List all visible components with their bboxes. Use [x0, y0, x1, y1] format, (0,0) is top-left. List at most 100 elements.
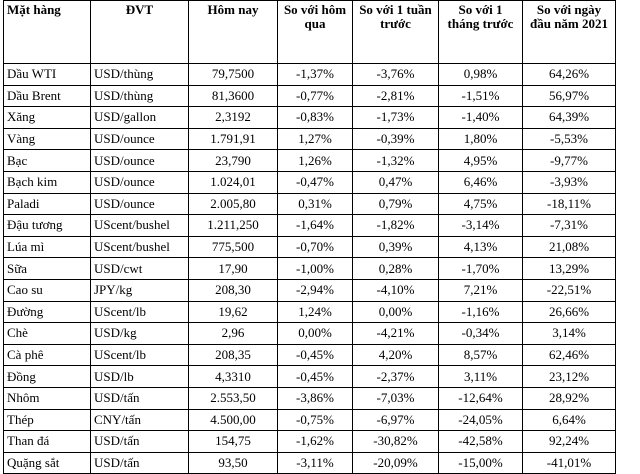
vs-yesterday-cell: 1,26%: [277, 149, 353, 172]
header-vs-1-month: So với 1 tháng trước: [438, 0, 523, 64]
vs-year-start-cell: 64,39%: [522, 106, 616, 129]
vs-year-start-cell: 62,46%: [522, 343, 616, 367]
vs-yesterday-cell: -0,75%: [277, 408, 353, 432]
vs-yesterday-cell: -1,62%: [277, 430, 353, 453]
unit-cell: USD/tấn: [90, 386, 189, 410]
today-price-cell: 1.791,91: [188, 127, 278, 151]
vs-week-cell: -20,09%: [352, 451, 439, 474]
commodity-name-cell: Sữa: [3, 257, 91, 280]
table-row: Chè USD/kg 2,96 0,00% -4,21% -0,34% 3,14%: [3, 322, 616, 345]
vs-week-cell: -3,76%: [352, 63, 439, 86]
commodity-price-table-container: Mặt hàng ĐVT Hôm nay So với hôm qua So v…: [3, 0, 616, 474]
commodity-name-cell: Chè: [3, 322, 91, 345]
vs-yesterday-cell: -0,45%: [277, 365, 353, 388]
vs-yesterday-cell: 0,00%: [277, 322, 353, 345]
vs-week-cell: 0,47%: [352, 170, 439, 194]
vs-year-start-cell: -9,77%: [522, 149, 616, 172]
header-vs-year-start: So với ngày đầu năm 2021: [522, 0, 616, 64]
table-row: Xăng USD/gallon 2,3192 -0,83% -1,73% -1,40% 64…: [3, 106, 616, 129]
vs-year-start-cell: -7,31%: [522, 214, 616, 237]
unit-cell: USD/gallon: [90, 106, 189, 129]
vs-month-cell: -42,58%: [438, 430, 523, 453]
unit-cell: USD/ounce: [90, 127, 189, 151]
today-price-cell: 1.024,01: [188, 170, 278, 194]
today-price-cell: 23,790: [188, 149, 278, 172]
today-price-cell: 4.500,00: [188, 408, 278, 432]
vs-year-start-cell: 64,26%: [522, 63, 616, 86]
today-price-cell: 2,96: [188, 322, 278, 345]
unit-cell: USD/lb: [90, 365, 189, 388]
table-row: Dầu WTI USD/thùng 79,7500 -1,37% -3,76% 0,98%…: [3, 63, 616, 86]
vs-week-cell: 0,28%: [352, 257, 439, 280]
table-row: Bạc USD/ounce 23,790 1,26% -1,32% 4,95% -9,77%: [3, 149, 616, 172]
commodity-name-cell: Lúa mì: [3, 235, 91, 259]
unit-cell: USD/tấn: [90, 430, 189, 453]
vs-week-cell: 0,00%: [352, 300, 439, 324]
vs-yesterday-cell: -0,45%: [277, 343, 353, 367]
vs-month-cell: 4,95%: [438, 149, 523, 172]
unit-cell: UScent/lb: [90, 300, 189, 324]
vs-month-cell: -12,64%: [438, 386, 523, 410]
vs-year-start-cell: 92,24%: [522, 430, 616, 453]
table-row: Đường UScent/lb 19,62 1,24% 0,00% -1,16% 26,66…: [3, 300, 616, 324]
table-row: Đồng USD/lb 4,3310 -0,45% -2,37% 3,11% 23,12%: [3, 365, 616, 388]
header-vs-yesterday: So với hôm qua: [277, 0, 353, 64]
table-row: Cà phê UScent/lb 208,35 -0,45% 4,20% 8,57% 62,…: [3, 343, 616, 367]
today-price-cell: 79,7500: [188, 63, 278, 86]
vs-week-cell: -0,39%: [352, 127, 439, 151]
vs-week-cell: -1,73%: [352, 106, 439, 129]
header-unit: ĐVT: [90, 0, 189, 64]
vs-year-start-cell: 26,66%: [522, 300, 616, 324]
commodity-name-cell: Quặng sắt: [3, 451, 91, 474]
commodity-name-cell: Than đá: [3, 430, 91, 453]
today-price-cell: 93,50: [188, 451, 278, 474]
vs-month-cell: 3,11%: [438, 365, 523, 388]
commodity-name-cell: Dầu WTI: [3, 63, 91, 86]
unit-cell: USD/thùng: [90, 84, 189, 108]
unit-cell: USD/ounce: [90, 170, 189, 194]
vs-month-cell: -0,34%: [438, 322, 523, 345]
vs-month-cell: -1,70%: [438, 257, 523, 280]
vs-month-cell: -15,00%: [438, 451, 523, 474]
vs-year-start-cell: -22,51%: [522, 278, 616, 302]
commodity-name-cell: Xăng: [3, 106, 91, 129]
vs-week-cell: -7,03%: [352, 386, 439, 410]
vs-year-start-cell: 21,08%: [522, 235, 616, 259]
table-row: Vàng USD/ounce 1.791,91 1,27% -0,39% 1,80% -5,…: [3, 127, 616, 151]
header-vs-1-week: So với 1 tuần trước: [352, 0, 439, 64]
table-row: Sữa USD/cwt 17,90 -1,00% 0,28% -1,70% 13,29%: [3, 257, 616, 280]
vs-week-cell: 0,39%: [352, 235, 439, 259]
vs-year-start-cell: -18,11%: [522, 192, 616, 216]
commodity-name-cell: Cà phê: [3, 343, 91, 367]
vs-year-start-cell: 6,64%: [522, 408, 616, 432]
vs-month-cell: -1,51%: [438, 84, 523, 108]
vs-month-cell: -3,14%: [438, 214, 523, 237]
vs-yesterday-cell: -0,77%: [277, 84, 353, 108]
vs-yesterday-cell: -1,37%: [277, 63, 353, 86]
vs-week-cell: -4,10%: [352, 278, 439, 302]
vs-month-cell: 8,57%: [438, 343, 523, 367]
vs-week-cell: -1,82%: [352, 214, 439, 237]
vs-month-cell: 1,80%: [438, 127, 523, 151]
commodity-name-cell: Nhôm: [3, 386, 91, 410]
vs-year-start-cell: 28,92%: [522, 386, 616, 410]
vs-yesterday-cell: -2,94%: [277, 278, 353, 302]
commodity-name-cell: Bạch kim: [3, 170, 91, 194]
vs-month-cell: 0,98%: [438, 63, 523, 86]
vs-yesterday-cell: 0,31%: [277, 192, 353, 216]
vs-week-cell: -2,81%: [352, 84, 439, 108]
vs-week-cell: -6,97%: [352, 408, 439, 432]
today-price-cell: 154,75: [188, 430, 278, 453]
vs-month-cell: 6,46%: [438, 170, 523, 194]
commodity-name-cell: Cao su: [3, 278, 91, 302]
today-price-cell: 1.211,250: [188, 214, 278, 237]
commodity-name-cell: Dầu Brent: [3, 84, 91, 108]
vs-year-start-cell: 23,12%: [522, 365, 616, 388]
vs-yesterday-cell: -0,83%: [277, 106, 353, 129]
table-row: Đậu tương UScent/bushel 1.211,250 -1,64% -1,…: [3, 214, 616, 237]
today-price-cell: 19,62: [188, 300, 278, 324]
vs-yesterday-cell: -0,47%: [277, 170, 353, 194]
table-row: Than đá USD/tấn 154,75 -1,62% -30,82% -42,58%…: [3, 430, 616, 453]
vs-yesterday-cell: 1,24%: [277, 300, 353, 324]
vs-year-start-cell: -5,53%: [522, 127, 616, 151]
